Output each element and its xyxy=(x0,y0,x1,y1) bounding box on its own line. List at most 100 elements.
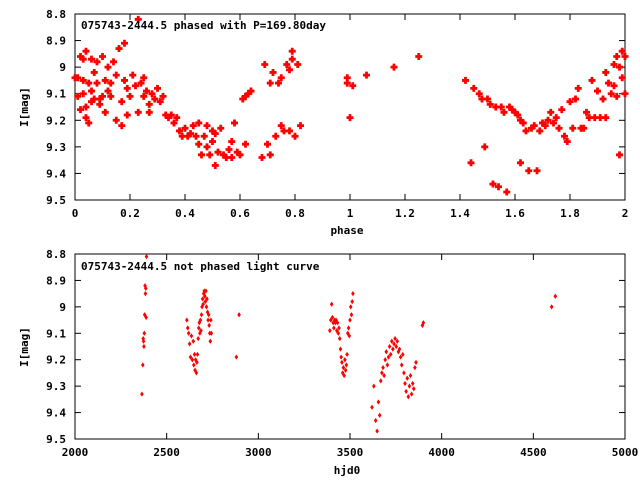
data-point xyxy=(142,330,147,336)
y-tick-label: 9.3 xyxy=(46,380,66,393)
y-tick-label: 9.2 xyxy=(46,354,66,367)
data-point xyxy=(563,138,571,146)
data-point xyxy=(85,79,93,87)
data-point xyxy=(196,325,201,331)
data-point xyxy=(85,119,93,127)
data-point xyxy=(121,76,128,84)
data-point xyxy=(574,84,582,92)
data-point xyxy=(288,55,296,63)
data-point xyxy=(206,317,210,323)
data-point xyxy=(343,367,348,373)
data-point xyxy=(266,79,274,87)
data-point xyxy=(406,394,411,400)
data-point xyxy=(214,148,222,156)
data-point xyxy=(154,84,162,92)
data-point xyxy=(140,92,148,100)
data-point xyxy=(379,378,383,384)
data-point xyxy=(195,359,199,365)
data-point xyxy=(217,124,225,132)
data-point xyxy=(181,124,189,132)
data-point xyxy=(346,114,354,122)
data-point xyxy=(583,108,590,116)
data-point xyxy=(192,132,200,140)
data-point xyxy=(142,343,146,350)
data-point xyxy=(621,90,629,98)
data-point xyxy=(79,76,87,84)
data-point xyxy=(602,114,610,122)
data-point xyxy=(522,127,530,135)
data-point xyxy=(467,159,475,167)
data-point xyxy=(237,312,241,318)
data-point xyxy=(528,124,535,132)
data-point xyxy=(209,330,214,336)
x-tick-label: 2 xyxy=(622,207,629,220)
data-point xyxy=(594,87,601,95)
data-point xyxy=(550,119,557,127)
data-point xyxy=(220,151,228,159)
data-point xyxy=(209,317,213,323)
data-point xyxy=(283,60,291,68)
y-tick-label: 8.8 xyxy=(46,248,66,261)
data-point xyxy=(191,338,196,344)
data-point xyxy=(375,428,379,434)
y-tick-label: 9.1 xyxy=(46,88,66,101)
data-point xyxy=(187,130,195,138)
data-point xyxy=(118,98,126,106)
data-point xyxy=(397,346,402,352)
data-point xyxy=(196,335,200,342)
data-point xyxy=(162,111,170,119)
data-point xyxy=(572,95,579,103)
data-point xyxy=(99,92,106,100)
data-point xyxy=(209,127,217,135)
data-point xyxy=(337,335,342,342)
data-point xyxy=(123,84,131,92)
x-tick-label: 1.8 xyxy=(560,207,580,220)
data-point xyxy=(588,76,596,84)
data-point xyxy=(484,95,491,103)
data-point xyxy=(297,122,304,130)
data-point xyxy=(144,254,149,260)
x-tick-label: 3500 xyxy=(337,446,364,459)
data-point xyxy=(382,372,386,379)
y-tick-label: 9 xyxy=(59,61,66,74)
y-tick-label: 8.9 xyxy=(46,274,66,287)
data-point xyxy=(209,138,217,146)
data-point xyxy=(190,357,195,363)
data-point xyxy=(189,122,197,130)
y-tick-label: 9.1 xyxy=(46,327,66,340)
data-point xyxy=(211,130,219,138)
x-tick-label: 0.6 xyxy=(230,207,250,220)
data-point xyxy=(199,312,204,318)
data-point xyxy=(350,298,354,305)
data-point xyxy=(244,90,252,98)
data-point xyxy=(77,53,84,61)
data-point xyxy=(393,335,397,342)
data-point xyxy=(386,354,391,360)
data-point xyxy=(96,95,104,103)
data-point xyxy=(340,370,345,376)
data-point xyxy=(544,116,552,124)
data-point xyxy=(616,151,623,159)
data-point xyxy=(264,140,271,148)
y-tick-label: 9.4 xyxy=(46,167,66,180)
data-point xyxy=(148,90,156,98)
data-point xyxy=(413,365,417,371)
data-point xyxy=(514,111,522,119)
data-point xyxy=(205,309,210,315)
data-point xyxy=(121,39,128,47)
data-point xyxy=(395,338,400,344)
data-point xyxy=(233,148,241,156)
data-point xyxy=(186,330,191,336)
data-point xyxy=(345,351,349,358)
data-point xyxy=(107,92,115,100)
data-point xyxy=(200,296,205,302)
data-point xyxy=(79,55,87,63)
data-point xyxy=(199,328,203,334)
data-point xyxy=(495,183,502,191)
data-point xyxy=(204,304,209,310)
data-point xyxy=(275,79,282,87)
data-point xyxy=(347,333,352,339)
data-point xyxy=(236,151,244,159)
data-point xyxy=(558,106,566,114)
data-point xyxy=(621,53,629,61)
